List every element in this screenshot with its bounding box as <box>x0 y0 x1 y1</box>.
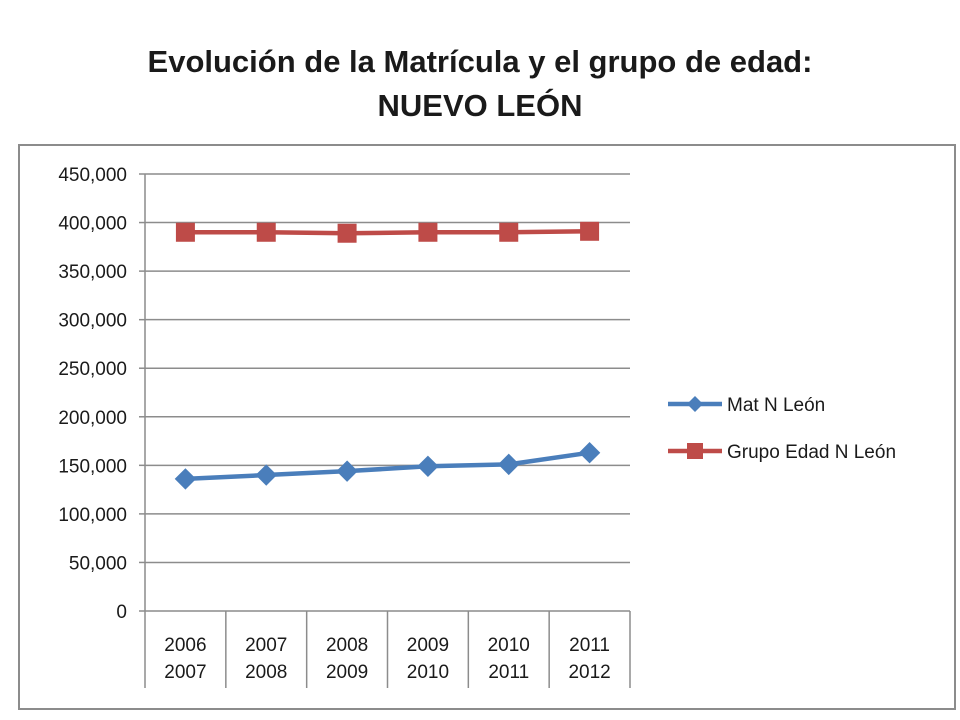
x-tick-label: 2010 <box>407 662 449 683</box>
data-point-diamond <box>255 464 277 486</box>
y-tick-label: 50,000 <box>69 553 127 574</box>
y-tick-label: 200,000 <box>58 408 127 429</box>
legend-marker-square <box>687 443 703 459</box>
x-tick-label: 2006 <box>164 635 206 656</box>
x-tick-label: 2008 <box>326 635 368 656</box>
x-tick-label: 2009 <box>326 662 368 683</box>
y-tick-label: 250,000 <box>58 359 127 380</box>
x-tick-label: 2011 <box>569 635 610 656</box>
x-tick-label: 2009 <box>407 635 449 656</box>
x-tick-label: 2008 <box>245 662 287 683</box>
data-point-square <box>337 223 357 243</box>
series-line <box>185 229 590 236</box>
data-point-square <box>418 222 438 242</box>
y-tick-label: 300,000 <box>58 311 127 332</box>
x-tick-label: 2011 <box>488 662 529 683</box>
legend-label: Grupo Edad N León <box>727 442 896 463</box>
y-tick-label: 150,000 <box>58 456 127 477</box>
slide-title-line1: Evolución de la Matrícula y el grupo de … <box>147 44 813 79</box>
y-tick-label: 0 <box>116 602 127 623</box>
data-point-square <box>175 222 195 242</box>
data-point-diamond <box>578 442 601 464</box>
data-point-diamond <box>174 468 197 490</box>
slide-title: Evolución de la Matrícula y el grupo de … <box>0 40 960 128</box>
series-line <box>185 450 590 482</box>
y-tick-label: 350,000 <box>58 262 127 283</box>
data-point-diamond <box>336 460 358 482</box>
y-tick-label: 450,000 <box>58 165 127 186</box>
data-point-square <box>499 222 519 242</box>
y-tick-label: 400,000 <box>58 214 127 235</box>
x-tick-label: 2010 <box>488 635 530 656</box>
x-tick-label: 2007 <box>164 662 206 683</box>
legend-marker-diamond <box>687 396 703 412</box>
data-point-square <box>580 221 600 241</box>
x-tick-label: 2012 <box>568 662 610 683</box>
x-tick-label: 2007 <box>245 635 287 656</box>
y-tick-label: 100,000 <box>58 505 127 526</box>
slide-title-line2: NUEVO LEÓN <box>377 88 583 123</box>
data-point-diamond <box>417 455 439 478</box>
data-point-square <box>256 222 276 242</box>
chart-frame <box>18 144 956 710</box>
data-point-diamond <box>498 453 520 476</box>
legend-label: Mat N León <box>727 395 825 416</box>
